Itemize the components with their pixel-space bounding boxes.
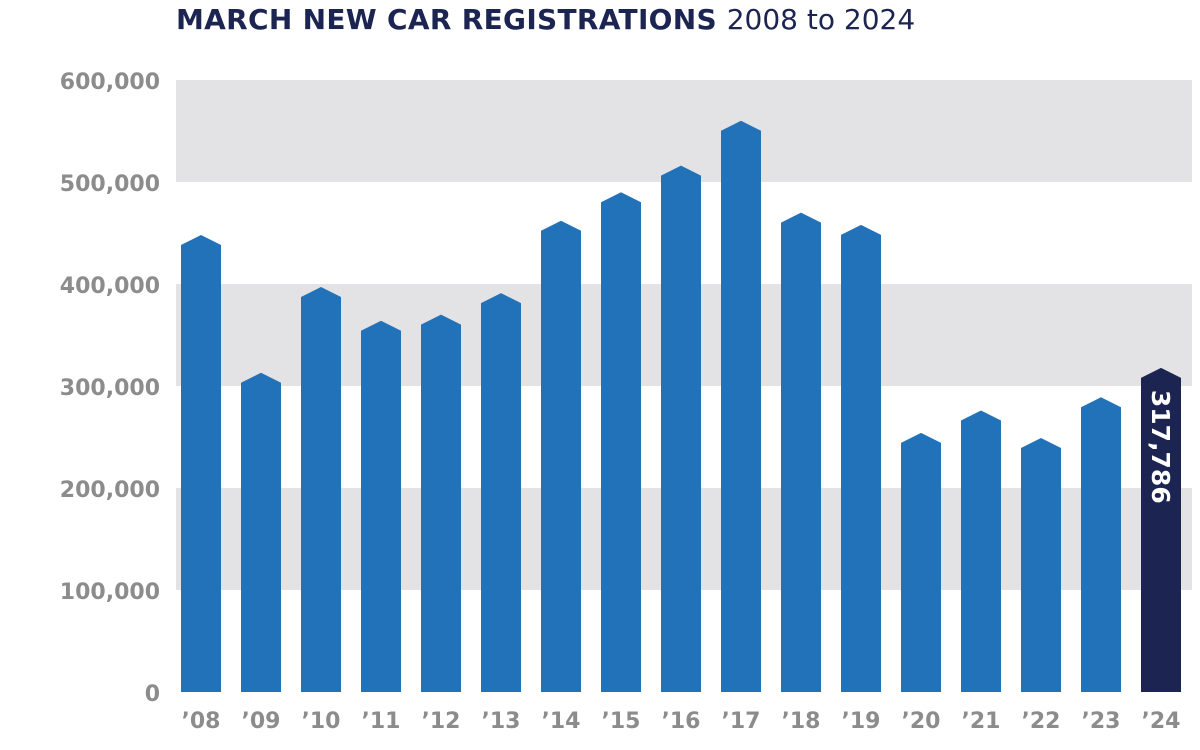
bar [541,220,581,692]
y-tick-label: 200,000 [60,478,160,503]
x-tick-label: ’12 [422,709,461,734]
bar [481,293,521,692]
x-tick-label: ’18 [782,709,821,734]
x-tick-label: ’15 [602,709,641,734]
bar [1021,438,1061,692]
y-tick-label: 600,000 [60,70,160,95]
y-tick-label: 500,000 [60,172,160,197]
bar [601,192,641,692]
x-tick-label: ’11 [362,709,401,734]
x-tick-label: ’08 [182,709,221,734]
bar [841,224,881,692]
bar [781,212,821,692]
y-tick-label: 100,000 [60,580,160,605]
x-tick-label: ’09 [242,709,281,734]
chart-title-sub: 2008 to 2024 [726,3,916,36]
x-tick-label: ’19 [842,709,881,734]
x-tick-label: ’16 [662,709,701,734]
y-tick-label: 300,000 [60,376,160,401]
bar [901,432,941,692]
x-tick-label: ’20 [902,709,941,734]
x-tick-label: ’21 [962,709,1001,734]
chart-title: MARCH NEW CAR REGISTRATIONS 2008 to 2024 [176,2,915,38]
x-tick-label: ’14 [542,709,581,734]
chart-title-main: MARCH NEW CAR REGISTRATIONS [176,3,717,36]
y-tick-label: 400,000 [60,274,160,299]
bar [1081,397,1121,692]
bar [721,120,761,693]
x-tick-label: ’13 [482,709,521,734]
grid-band [176,80,1192,182]
y-tick-label: 0 [145,682,160,707]
x-tick-label: ’22 [1022,709,1061,734]
bar [661,165,701,692]
bar [421,314,461,692]
bar-highlight [1141,367,1181,692]
bar [301,287,341,692]
x-tick-label: ’17 [722,709,761,734]
bar [961,410,1001,692]
x-tick-label: ’24 [1142,709,1181,734]
bar-value-label: 317,786 [1146,390,1175,504]
bar [241,372,281,692]
x-tick-label: ’10 [302,709,341,734]
bar [181,235,221,693]
x-tick-label: ’23 [1082,709,1121,734]
bar [361,320,401,692]
